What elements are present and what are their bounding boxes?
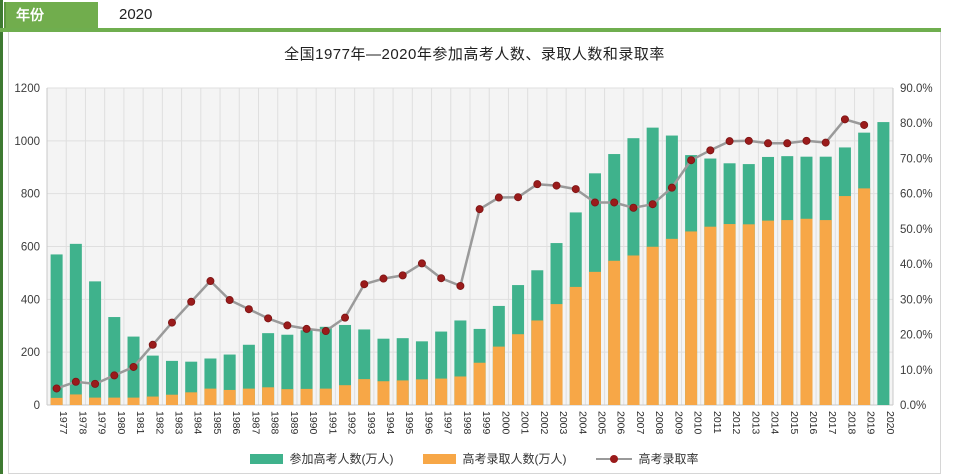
svg-text:60.0%: 60.0%	[900, 189, 933, 201]
svg-text:70.0%: 70.0%	[900, 153, 933, 165]
svg-text:200: 200	[21, 347, 40, 359]
svg-text:2007: 2007	[634, 411, 646, 435]
left-accent-strip	[0, 0, 3, 474]
svg-text:1988: 1988	[269, 411, 281, 435]
chart-title: 全国1977年—2020年参加高考人数、录取人数和录取率	[284, 46, 665, 63]
rate-line-swatch-icon	[596, 454, 633, 464]
chart-panel: 0 200 400 600 800 1000 1200 0.0% 10.0% 20.0% 30.0%…	[8, 32, 941, 474]
svg-text:1986: 1986	[230, 411, 242, 435]
year-filter-value[interactable]: 2020	[119, 6, 153, 23]
participants-swatch-icon	[250, 453, 284, 464]
svg-text:50.0%: 50.0%	[900, 224, 933, 236]
svg-text:0.0%: 0.0%	[900, 400, 926, 412]
svg-text:2012: 2012	[730, 411, 742, 435]
svg-text:2009: 2009	[672, 411, 684, 435]
svg-text:1977: 1977	[57, 411, 69, 435]
legend-item-participants: 参加高考人数(万人)	[250, 450, 393, 467]
combo-chart: 0 200 400 600 800 1000 1200 0.0% 10.0% 20.0% 30.0%…	[14, 83, 933, 435]
svg-text:1996: 1996	[422, 411, 434, 435]
svg-text:2003: 2003	[557, 411, 569, 435]
legend-item-rate: 高考录取率	[596, 450, 699, 467]
svg-text:1993: 1993	[365, 411, 377, 435]
svg-text:2013: 2013	[749, 411, 761, 435]
svg-text:2004: 2004	[576, 411, 588, 435]
svg-text:1990: 1990	[307, 411, 319, 435]
svg-text:1980: 1980	[115, 411, 127, 435]
svg-text:20.0%: 20.0%	[900, 330, 933, 342]
svg-text:2019: 2019	[865, 411, 877, 435]
svg-text:800: 800	[21, 189, 40, 201]
svg-text:2017: 2017	[826, 411, 838, 435]
svg-text:1978: 1978	[76, 411, 88, 435]
svg-text:2016: 2016	[807, 411, 819, 435]
legend-item-admitted: 高考录取人数(万人)	[423, 450, 566, 467]
svg-text:1995: 1995	[403, 411, 415, 435]
svg-text:1983: 1983	[172, 411, 184, 435]
legend-label-participants: 参加高考人数(万人)	[289, 452, 394, 466]
chart-legend: 参加高考人数(万人) 高考录取人数(万人) 高考录取率	[9, 450, 940, 467]
year-filter-bar: 年份 2020	[3, 0, 960, 28]
svg-text:90.0%: 90.0%	[900, 83, 933, 95]
svg-text:1987: 1987	[249, 411, 261, 435]
svg-text:1981: 1981	[134, 411, 146, 435]
svg-text:2014: 2014	[769, 411, 781, 435]
svg-text:1999: 1999	[480, 411, 492, 435]
header-divider	[0, 28, 941, 32]
svg-text:2008: 2008	[653, 411, 665, 435]
svg-text:1200: 1200	[14, 83, 40, 95]
year-field-cell[interactable]: 年份	[4, 2, 98, 28]
svg-text:1994: 1994	[384, 411, 396, 435]
svg-text:2010: 2010	[692, 411, 704, 435]
svg-text:2015: 2015	[788, 411, 800, 435]
svg-text:80.0%: 80.0%	[900, 118, 933, 130]
svg-text:1979: 1979	[96, 411, 108, 435]
svg-text:2011: 2011	[711, 411, 723, 434]
svg-text:40.0%: 40.0%	[900, 259, 933, 271]
svg-text:1984: 1984	[192, 411, 204, 435]
svg-text:1997: 1997	[442, 411, 454, 435]
svg-text:1989: 1989	[288, 411, 300, 435]
svg-text:400: 400	[21, 294, 40, 306]
svg-text:2002: 2002	[538, 411, 550, 435]
legend-label-rate: 高考录取率	[638, 452, 699, 466]
svg-text:0: 0	[34, 400, 40, 412]
svg-text:30.0%: 30.0%	[900, 294, 933, 306]
svg-text:2000: 2000	[499, 411, 511, 435]
svg-text:600: 600	[21, 242, 40, 254]
admitted-swatch-icon	[423, 453, 457, 464]
svg-text:2020: 2020	[884, 411, 896, 435]
svg-text:1000: 1000	[14, 136, 40, 148]
legend-label-admitted: 高考录取人数(万人)	[462, 452, 567, 466]
svg-text:2018: 2018	[845, 411, 857, 435]
svg-text:2001: 2001	[519, 411, 531, 435]
svg-text:1998: 1998	[461, 411, 473, 435]
svg-text:2005: 2005	[595, 411, 607, 435]
svg-text:2006: 2006	[615, 411, 627, 435]
svg-text:1992: 1992	[346, 411, 358, 435]
svg-text:1982: 1982	[153, 411, 165, 435]
svg-text:10.0%: 10.0%	[900, 365, 933, 377]
svg-text:1991: 1991	[326, 411, 338, 435]
svg-text:1985: 1985	[211, 411, 223, 435]
